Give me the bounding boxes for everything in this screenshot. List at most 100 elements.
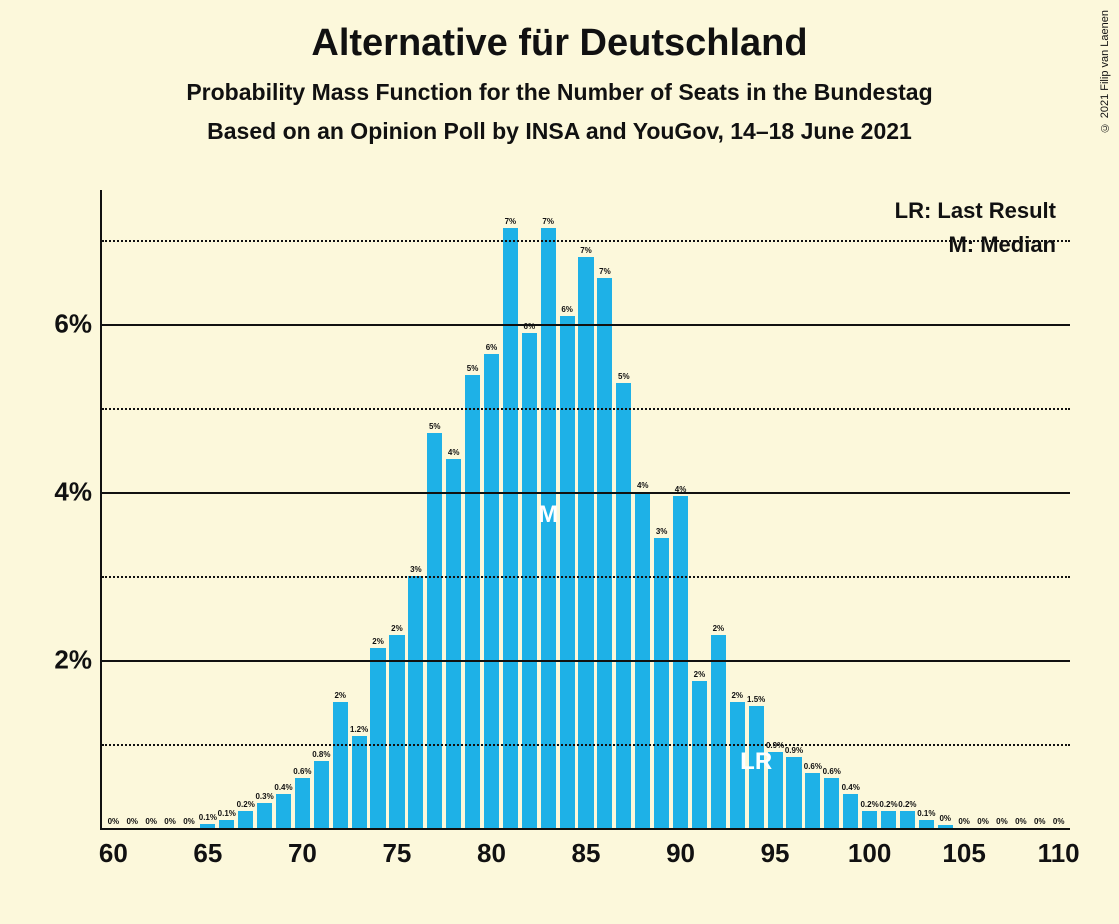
bar: 0.4% [843,794,858,828]
gridline [102,324,1070,326]
bar-value-label: 0.6% [804,762,822,773]
bar-value-label: 0% [996,817,1008,828]
bar-value-label: 0% [164,817,176,828]
x-tick-label: 95 [761,828,790,869]
bar-value-label: 0.4% [842,783,860,794]
bar: 0.9% [786,757,801,828]
bar-value-label: 0% [126,817,138,828]
chart-container: LR: Last Result M: Median 0%0%0%0%0%0.1%… [50,190,1090,880]
bar: 0.6% [824,778,839,828]
title-subtitle-1: Probability Mass Function for the Number… [0,79,1119,106]
bar-value-label: 7% [542,217,554,228]
bar: 0.9% [768,752,783,828]
bar: 6% [560,316,575,828]
bar-value-label: 3% [410,565,422,576]
bar: 7% [503,228,518,828]
bar: 5% [465,375,480,828]
bar: 2% [711,635,726,828]
bar: 4% [446,459,461,828]
bar-value-label: 0.1% [199,813,217,824]
bar-value-label: 0% [977,817,989,828]
gridline-minor [102,408,1070,410]
x-tick-label: 75 [382,828,411,869]
bar: 6% [522,333,537,828]
bar-value-label: 4% [637,481,649,492]
bar: 5% [616,383,631,828]
bars-layer: 0%0%0%0%0%0.1%0.1%0.2%0.3%0.4%0.6%0.8%2%… [102,190,1070,828]
bar-value-label: 5% [618,372,630,383]
gridline-minor [102,240,1070,242]
bar-value-label: 5% [467,364,479,375]
bar: 0.8% [314,761,329,828]
y-tick-label: 4% [54,477,102,508]
bar-value-label: 0.2% [860,800,878,811]
bar: 6% [484,354,499,828]
x-tick-label: 85 [572,828,601,869]
x-tick-label: 100 [848,828,891,869]
x-tick-label: 60 [99,828,128,869]
gridline-minor [102,576,1070,578]
title-main: Alternative für Deutschland [0,22,1119,65]
bar-value-label: 4% [675,485,687,496]
copyright-text: © 2021 Filip van Laenen [1099,10,1111,133]
bar-value-label: 0.2% [879,800,897,811]
bar: 2% [333,702,348,828]
bar: 0.2% [238,811,253,828]
bar-value-label: 0% [939,814,951,825]
x-tick-label: 105 [942,828,985,869]
bar: 0.4% [276,794,291,828]
bar: 1.5% [749,706,764,828]
chart-titles: Alternative für Deutschland Probability … [0,0,1119,145]
bar-value-label: 2% [372,637,384,648]
bar-value-label: 5% [429,422,441,433]
x-tick-label: 90 [666,828,695,869]
bar: 2% [692,681,707,828]
bar: 2% [730,702,745,828]
bar-value-label: 0.4% [274,783,292,794]
bar-value-label: 2% [731,691,743,702]
bar-value-label: 0% [145,817,157,828]
bar-value-label: 7% [580,246,592,257]
bar-value-label: 2% [713,624,725,635]
bar-value-label: 0% [1015,817,1027,828]
bar: 0.2% [900,811,915,828]
bar-value-label: 0.6% [293,767,311,778]
bar-value-label: 4% [448,448,460,459]
bar: 2% [389,635,404,828]
bar-value-label: 0% [183,817,195,828]
bar-value-label: 0.2% [237,800,255,811]
y-tick-label: 2% [54,645,102,676]
bar-value-label: 0.8% [312,750,330,761]
bar: 0.2% [862,811,877,828]
bar-value-label: 0.1% [218,809,236,820]
bar-value-label: 0.3% [255,792,273,803]
bar-value-label: 1.5% [747,695,765,706]
bar-value-label: 7% [599,267,611,278]
y-tick-label: 6% [54,309,102,340]
bar: 0.2% [881,811,896,828]
bar-value-label: 1.2% [350,725,368,736]
bar-value-label: 6% [561,305,573,316]
bar-value-label: 0.2% [898,800,916,811]
gridline [102,660,1070,662]
bar-value-label: 0.9% [785,746,803,757]
bar: 0.6% [805,773,820,828]
bar-value-label: 0.6% [823,767,841,778]
bar: 7% [541,228,556,828]
gridline-minor [102,744,1070,746]
bar-value-label: 2% [694,670,706,681]
bar-value-label: 0% [958,817,970,828]
bar: 0.1% [919,820,934,828]
bar-value-label: 0.1% [917,809,935,820]
title-subtitle-2: Based on an Opinion Poll by INSA and You… [0,118,1119,145]
bar-value-label: 0% [108,817,120,828]
bar: 4% [673,496,688,828]
bar: 3% [654,538,669,828]
bar: 0.6% [295,778,310,828]
plot-area: LR: Last Result M: Median 0%0%0%0%0%0.1%… [100,190,1070,830]
bar: 2% [370,648,385,828]
gridline [102,492,1070,494]
bar: 3% [408,576,423,828]
bar-value-label: 0% [1053,817,1065,828]
bar-value-label: 6% [486,343,498,354]
